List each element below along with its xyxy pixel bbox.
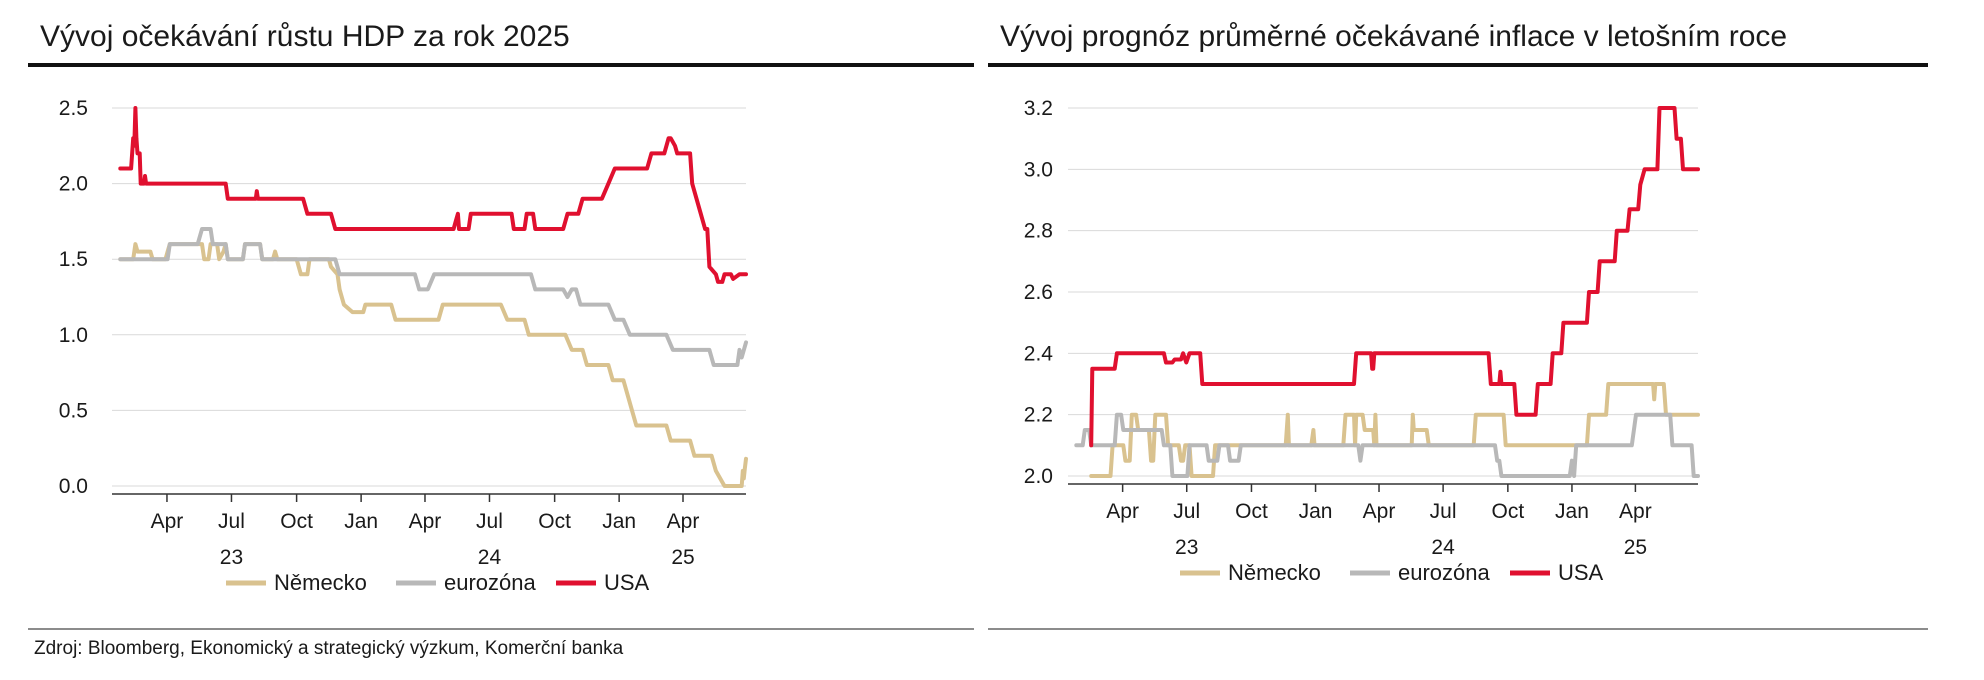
- y-tick-label: 0.0: [59, 475, 88, 498]
- x-tick-label: Oct: [280, 510, 313, 533]
- x-tick-label: Jul: [476, 510, 503, 533]
- y-tick-label: 2.8: [1024, 220, 1053, 243]
- series-line-usa: [1089, 106, 1700, 448]
- x-tick-label: Apr: [1363, 500, 1396, 523]
- y-tick-label: 0.5: [59, 399, 88, 422]
- legend-label-nemecko: Německo: [274, 570, 367, 595]
- series-line-nemecko: [1089, 382, 1700, 478]
- x-tick-label: Oct: [1492, 500, 1525, 523]
- chart-panel-gdp: Vývoj očekávání růstu HDP za rok 2025 0.…: [28, 0, 974, 640]
- legend-label-eurozona: eurozóna: [444, 570, 537, 595]
- legend-label-usa: USA: [1558, 560, 1604, 585]
- legend-label-eurozona: eurozóna: [1398, 560, 1491, 585]
- title-rule: [28, 63, 974, 67]
- inflation-chart: 2.0 2.2 2.4 2.6 2.8 3.0 3.2 Apr Jul 23 Oct Jan Apr Ju…: [1024, 97, 1700, 585]
- series-line-nemecko: [118, 242, 748, 488]
- x-tick-year-label: 25: [1624, 536, 1647, 559]
- y-tick-label: 2.0: [1024, 465, 1053, 488]
- x-tick-year-label: 23: [220, 546, 243, 569]
- series-line-eurozona: [118, 227, 748, 367]
- x-tick-label: Apr: [409, 510, 442, 533]
- chart-title: Vývoj očekávání růstu HDP za rok 2025: [40, 20, 570, 53]
- x-tick-year-label: 24: [1431, 536, 1455, 559]
- y-tick-label: 3.2: [1024, 97, 1053, 120]
- legend-label-nemecko: Německo: [1228, 560, 1321, 585]
- series-line-eurozona: [1074, 412, 1700, 478]
- x-tick-label: Apr: [1619, 500, 1652, 523]
- y-tick-label: 2.2: [1024, 404, 1053, 427]
- x-tick-year-label: 23: [1175, 536, 1198, 559]
- bottom-rule-left: [28, 628, 974, 630]
- x-tick-label: Jan: [344, 510, 378, 533]
- x-tick-label: Apr: [151, 510, 184, 533]
- x-tick-label: Jan: [602, 510, 636, 533]
- y-tick-label: 2.0: [59, 173, 88, 196]
- chart-panel-inflation: Vývoj prognóz průměrné očekávané inflace…: [988, 0, 1934, 640]
- x-tick-label: Apr: [667, 510, 700, 533]
- x-tick-label: Jan: [1555, 500, 1589, 523]
- x-tick-label: Oct: [1235, 500, 1268, 523]
- gdp-growth-chart: 0.0 0.5 1.0 1.5 2.0 2.5 Apr Jul 23 Oct Jan Apr Jul 24…: [59, 97, 748, 595]
- y-tick-label: 2.6: [1024, 281, 1053, 304]
- y-tick-label: 2.5: [59, 97, 88, 120]
- source-note: Zdroj: Bloomberg, Ekonomický a strategic…: [34, 638, 624, 659]
- x-tick-year-label: 24: [478, 546, 502, 569]
- x-tick-year-label: 25: [671, 546, 694, 569]
- legend-label-usa: USA: [604, 570, 650, 595]
- x-tick-label: Jul: [1430, 500, 1457, 523]
- y-tick-label: 2.4: [1024, 342, 1054, 365]
- y-tick-label: 1.0: [59, 324, 88, 347]
- bottom-rule-right: [988, 628, 1928, 630]
- y-tick-label: 3.0: [1024, 158, 1053, 181]
- chart-title: Vývoj prognóz průměrné očekávané inflace…: [1000, 20, 1788, 53]
- title-rule: [988, 63, 1928, 67]
- x-tick-label: Apr: [1106, 500, 1139, 523]
- series-line-usa: [118, 106, 748, 284]
- x-tick-label: Jul: [1173, 500, 1200, 523]
- x-tick-label: Jan: [1299, 500, 1333, 523]
- x-tick-label: Oct: [538, 510, 571, 533]
- y-tick-label: 1.5: [59, 248, 88, 271]
- x-tick-label: Jul: [218, 510, 245, 533]
